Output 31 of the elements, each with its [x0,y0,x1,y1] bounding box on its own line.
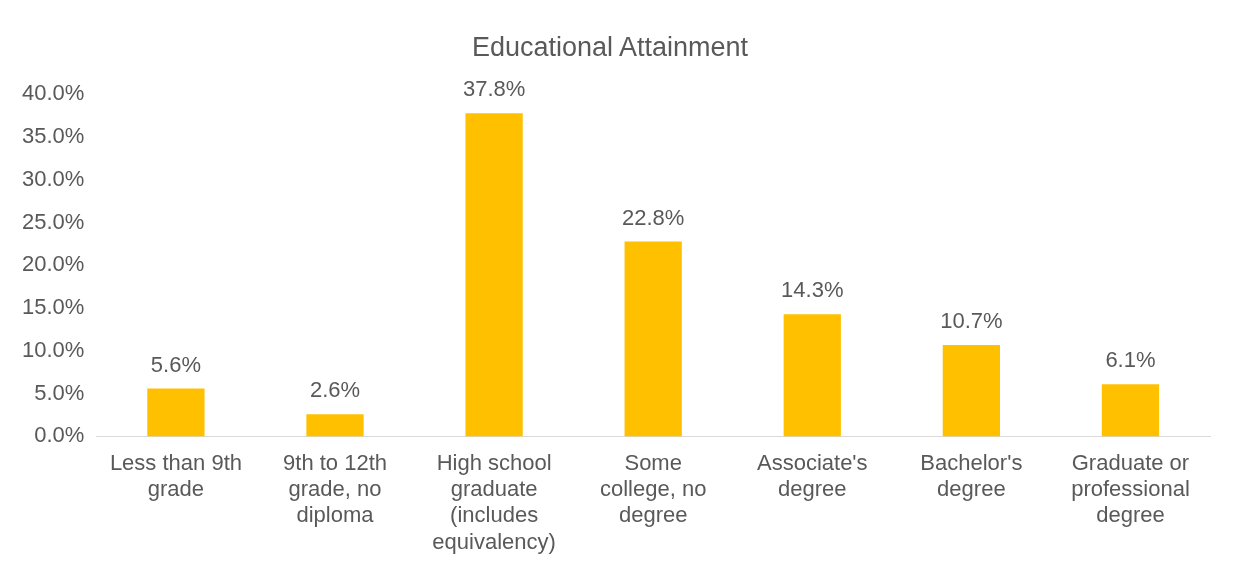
y-tick-label: 5.0% [34,379,85,405]
x-tick-label: High school graduate (includes equivalency) [432,449,556,554]
chart-title: Educational Attainment [471,31,749,62]
bar [624,241,682,437]
x-tick-label: Less than 9th grade [109,449,242,502]
data-label: 10.7% [940,307,1003,333]
y-tick-label: 0.0% [34,422,85,448]
y-tick-label: 15.0% [21,294,85,320]
bar [465,113,523,437]
bar [942,344,1000,437]
y-tick-label: 35.0% [21,123,85,149]
x-tick-label: Graduate or professional degree [1071,449,1190,528]
bar [783,314,841,437]
data-label: 37.8% [462,76,526,102]
x-tick-label: Some college, no degree [599,449,707,528]
data-label: 14.3% [781,277,844,303]
data-label: 22.8% [621,204,685,230]
x-tick-label: 9th to 12th grade, no diploma [283,449,387,528]
x-tick-label: Associate's degree [756,449,868,502]
data-label: 2.6% [309,377,361,403]
data-label: 5.6% [150,351,201,377]
data-label: 6.1% [1105,347,1156,373]
bar [147,388,205,437]
y-tick-label: 25.0% [21,208,85,234]
y-tick-label: 20.0% [21,251,85,277]
y-tick-label: 40.0% [21,80,85,106]
y-tick-label: 30.0% [21,165,85,191]
bar [1101,384,1160,437]
x-tick-label: Bachelor's degree [920,449,1023,502]
bar [306,414,364,437]
y-tick-label: 10.0% [21,336,85,362]
